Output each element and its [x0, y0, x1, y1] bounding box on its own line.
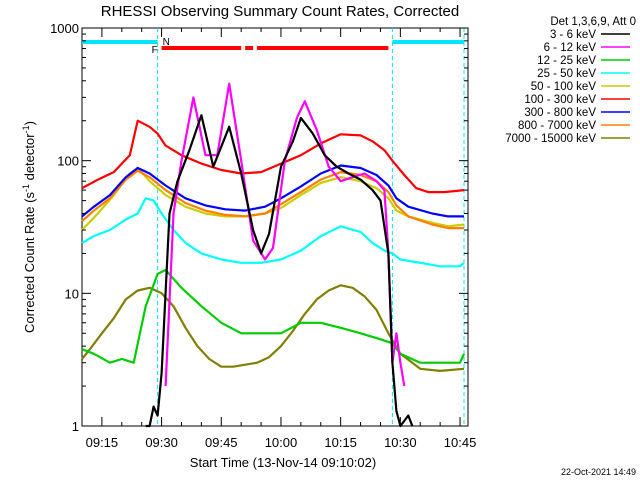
- y-axis: 1 10 100 1000: [50, 21, 468, 434]
- chart-title: RHESSI Observing Summary Count Rates, Co…: [101, 3, 459, 20]
- series-line-3: [81, 197, 465, 268]
- series-line-6: [81, 164, 464, 218]
- x-axis-label: Start Time (13-Nov-14 09:10:02): [190, 455, 376, 470]
- series-layer: [81, 82, 466, 428]
- x-tick-label: 10:15: [324, 435, 357, 450]
- x-tick-label: 10:30: [384, 435, 417, 450]
- legend-entry-label: 800 - 7000 keV: [518, 120, 596, 132]
- x-tick-label: 09:45: [205, 435, 238, 450]
- night-flag-label: N: [163, 37, 170, 48]
- y-tick-label: 1: [72, 419, 79, 434]
- x-tick-label: 09:30: [145, 435, 178, 450]
- series-line-7: [81, 169, 464, 230]
- series-line-5: [81, 119, 465, 194]
- series-line-8: [81, 284, 465, 372]
- legend-entry-label: 300 - 800 keV: [524, 107, 596, 119]
- y-tick-label: 100: [57, 154, 79, 169]
- legend-entry-label: 100 - 300 keV: [524, 94, 596, 106]
- x-tick-label: 10:45: [444, 435, 477, 450]
- legend-entry-label: 6 - 12 keV: [544, 42, 597, 54]
- legend-entry-label: 50 - 100 keV: [531, 81, 597, 93]
- legend-entry-label: 12 - 25 keV: [537, 55, 596, 67]
- y-tick-label: 1000: [50, 21, 79, 36]
- y-axis-label: Corrected Count Rate (s-1 detector-1): [21, 121, 37, 333]
- x-tick-label: 10:00: [265, 435, 298, 450]
- x-axis: 09:15 09:30 09:45 10:00 10:15 10:30 10:45: [81, 28, 477, 450]
- flag-bars: NF: [82, 37, 465, 56]
- legend-header: Det 1,3,6,9, Att 0: [550, 16, 636, 28]
- series-line-0: [145, 114, 414, 428]
- legend-entry-label: 3 - 6 keV: [550, 29, 596, 41]
- plot-frame: [81, 27, 469, 427]
- x-tick-label: 09:15: [86, 435, 119, 450]
- legend-entry-label: 7000 - 15000 keV: [505, 133, 596, 145]
- y-tick-label: 10: [65, 286, 79, 301]
- series-line-2: [81, 268, 466, 364]
- timestamp-stamp: 22-Oct-2021 14:49: [561, 467, 636, 477]
- legend-entry-label: 25 - 50 keV: [537, 68, 596, 80]
- saa-flag-label: F: [152, 45, 158, 56]
